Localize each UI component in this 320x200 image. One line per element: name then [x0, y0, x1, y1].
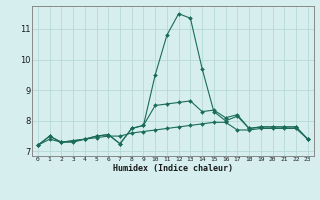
X-axis label: Humidex (Indice chaleur): Humidex (Indice chaleur)	[113, 164, 233, 173]
